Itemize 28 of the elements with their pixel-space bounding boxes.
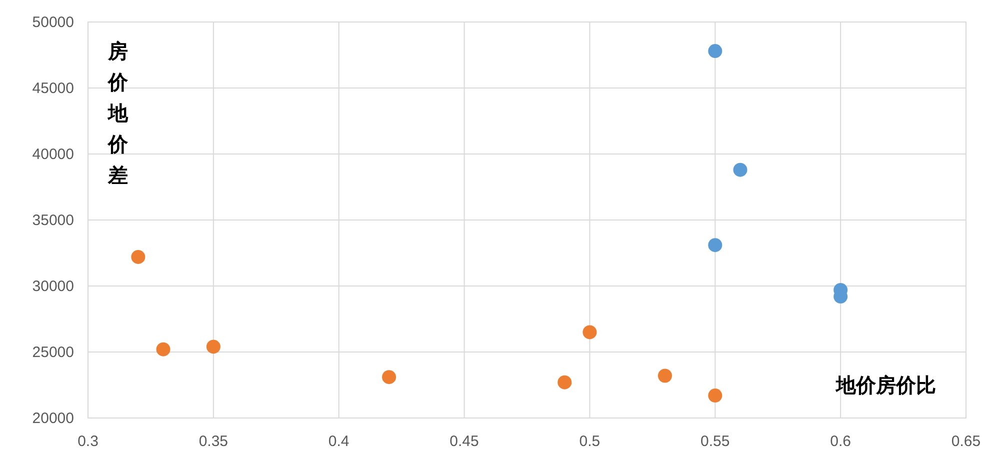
point xyxy=(708,44,722,58)
point xyxy=(658,368,672,383)
point xyxy=(708,238,722,252)
y-tick-label: 40000 xyxy=(32,146,74,163)
x-tick-label: 0.65 xyxy=(951,433,981,450)
y-tick-label: 30000 xyxy=(32,278,74,295)
x-tick-label: 0.4 xyxy=(328,433,350,450)
y-tick-label: 25000 xyxy=(32,344,74,361)
x-tick-label: 0.5 xyxy=(579,433,600,450)
point xyxy=(206,340,220,354)
point xyxy=(131,250,146,264)
point xyxy=(382,370,396,384)
y-tick-label: 50000 xyxy=(32,14,74,31)
x-tick-label: 0.6 xyxy=(830,433,851,450)
x-tick-label: 0.55 xyxy=(700,433,730,450)
y-axis-title: 房价地价差 xyxy=(107,40,129,187)
x-tick-label: 0.3 xyxy=(78,433,98,450)
x-tick-label: 0.45 xyxy=(450,433,479,450)
y-tick-label: 45000 xyxy=(32,80,74,97)
point xyxy=(582,325,597,340)
point xyxy=(156,342,170,356)
x-tick-label: 0.35 xyxy=(198,433,228,450)
point xyxy=(708,388,722,403)
point xyxy=(733,162,748,177)
point xyxy=(558,375,572,390)
y-tick-label: 20000 xyxy=(32,410,74,427)
y-tick-label: 35000 xyxy=(32,212,74,229)
x-axis-title: 地价房价比 xyxy=(835,374,936,397)
